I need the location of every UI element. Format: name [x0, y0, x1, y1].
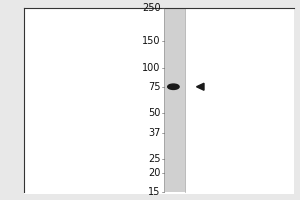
Text: 150: 150 [142, 36, 161, 46]
Text: 100: 100 [142, 63, 160, 73]
Text: 75: 75 [148, 82, 161, 92]
Text: 50: 50 [148, 108, 160, 118]
Text: 15: 15 [148, 187, 160, 197]
Polygon shape [196, 83, 204, 90]
Text: 25: 25 [148, 154, 161, 164]
Bar [164, 8, 184, 192]
Text: 20: 20 [148, 168, 160, 178]
Text: 250: 250 [142, 3, 161, 13]
Ellipse shape [168, 84, 179, 89]
Text: 37: 37 [148, 128, 160, 138]
